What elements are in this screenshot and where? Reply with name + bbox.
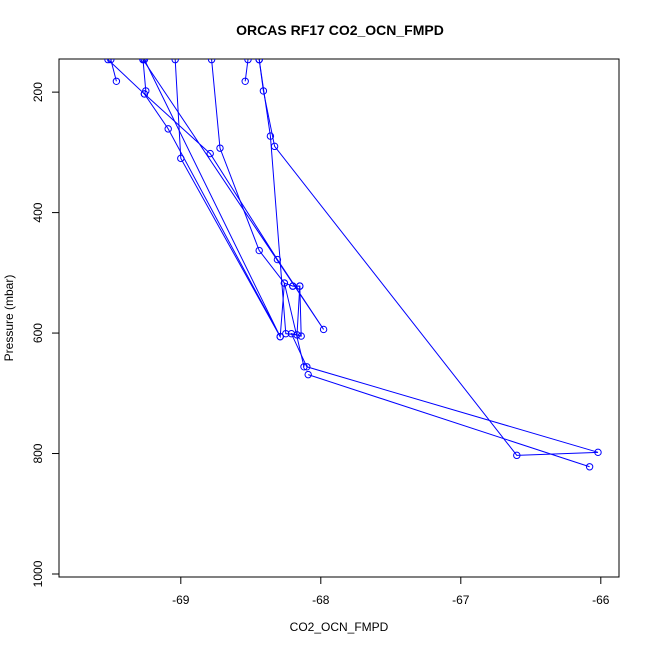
data-point (594, 448, 602, 457)
data-point (112, 77, 121, 85)
x-tick-label: -69 (172, 593, 190, 607)
series-3 (304, 370, 594, 471)
data-point (244, 59, 252, 64)
x-tick-label: -67 (452, 593, 470, 607)
y-tick-label: 1000 (31, 560, 45, 587)
series-line (211, 59, 599, 456)
series-5 (139, 59, 328, 334)
series-2 (241, 59, 252, 85)
data-point (266, 132, 275, 140)
series-line (174, 59, 305, 367)
data-point (513, 451, 521, 460)
x-tick-label: -66 (592, 593, 610, 607)
data-point (207, 59, 216, 64)
data-point (297, 332, 305, 340)
x-axis-label: CO2_OCN_FMPD (290, 620, 389, 634)
series-8 (171, 59, 308, 371)
data-point (140, 59, 149, 64)
y-axis-label: Pressure (mbar) (2, 275, 16, 362)
series-7 (104, 59, 284, 341)
data-point (255, 246, 263, 255)
series-line (258, 59, 301, 336)
data-point (241, 77, 249, 85)
series-line (308, 374, 590, 468)
data-point (300, 363, 308, 371)
y-tick-label: 200 (31, 82, 45, 102)
data-point (280, 279, 289, 287)
data-point (177, 154, 185, 163)
data-point (255, 59, 263, 64)
x-tick-label: -68 (312, 593, 330, 607)
data-point (304, 370, 312, 379)
data-point (585, 463, 594, 471)
chart-title: ORCAS RF17 CO2_OCN_FMPD (236, 22, 444, 38)
series-4 (255, 59, 304, 339)
plot-frame (58, 58, 620, 578)
data-point (140, 90, 149, 98)
data-point (104, 59, 112, 64)
data-point (164, 125, 172, 133)
data-point (319, 325, 328, 334)
data-point (276, 332, 284, 341)
y-tick-label: 400 (31, 202, 45, 222)
data-point (206, 149, 214, 158)
series-line (142, 59, 325, 330)
data-point (171, 59, 179, 64)
data-point (282, 329, 290, 338)
data-point (273, 255, 282, 264)
x-axis: -69 -68 -67 -66 (172, 577, 610, 607)
y-axis: 200 400 600 800 1000 (31, 82, 59, 587)
series-line (107, 59, 281, 337)
data-point (216, 144, 224, 152)
data-point (296, 282, 304, 290)
y-tick-label: 800 (31, 443, 45, 463)
y-tick-label: 600 (31, 323, 45, 343)
series-layer (104, 59, 602, 471)
